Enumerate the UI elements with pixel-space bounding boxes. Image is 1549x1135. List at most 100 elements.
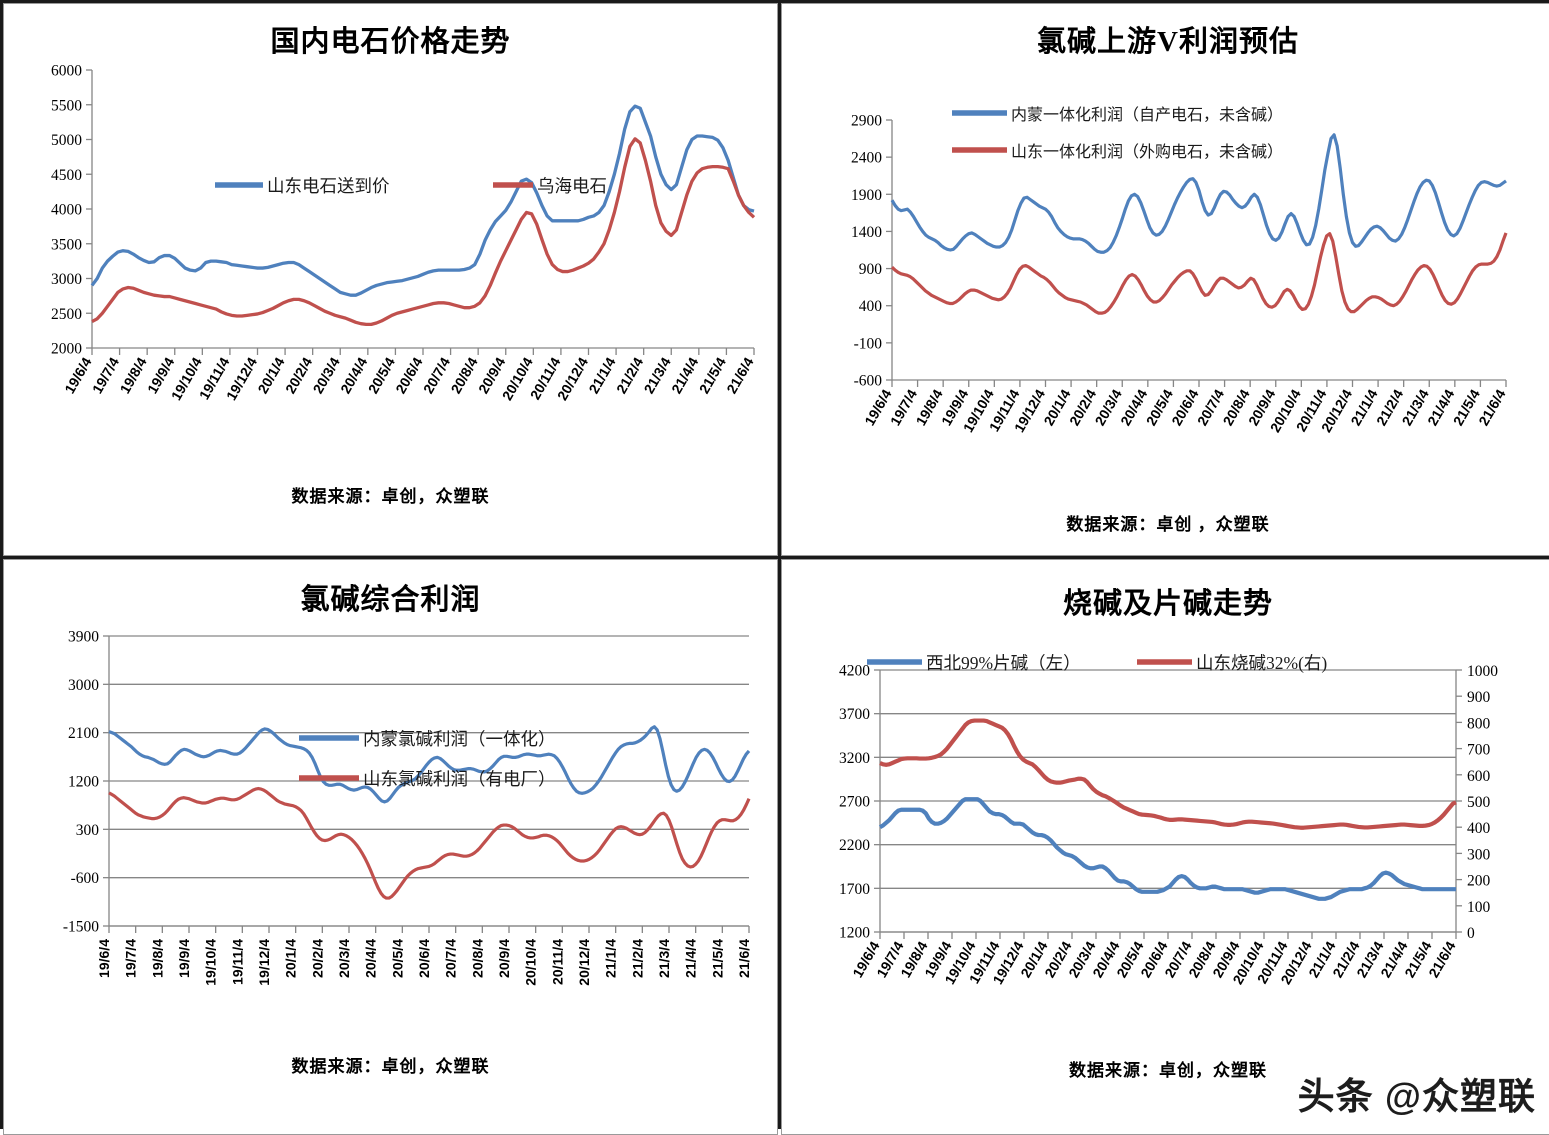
svg-text:21/2/4: 21/2/4: [613, 354, 646, 396]
panel4-plot: 1200 1700 2200 2700 3200 3700 4200 0 100 200 300 40…: [782, 622, 1549, 1052]
svg-text:20/6/4: 20/6/4: [416, 939, 432, 978]
svg-text:3200: 3200: [839, 750, 870, 767]
svg-text:19/11/4: 19/11/4: [229, 939, 245, 985]
svg-text:1000: 1000: [1467, 663, 1498, 680]
watermark: 头条 @众塑联: [1297, 1076, 1536, 1117]
panel-carbide-price: 国内电石价格走势 2000 2500 3000 3500 4000 4500 5000 550…: [3, 3, 778, 556]
svg-text:400: 400: [1467, 820, 1491, 837]
svg-text:20/4/4: 20/4/4: [363, 939, 379, 978]
svg-text:21/4/4: 21/4/4: [683, 939, 699, 978]
svg-text:3700: 3700: [839, 706, 870, 723]
svg-text:21/3/4: 21/3/4: [656, 939, 672, 978]
svg-text:2200: 2200: [839, 837, 870, 854]
svg-text:乌海电石: 乌海电石: [537, 176, 607, 196]
svg-text:900: 900: [1467, 689, 1491, 706]
svg-text:200: 200: [1467, 873, 1491, 890]
panel2-title: 氯碱上游V利润预估: [1037, 26, 1299, 58]
svg-text:20/3/4: 20/3/4: [310, 354, 343, 396]
panel3-source: 数据来源：卓创，众塑联: [291, 1057, 490, 1076]
svg-text:20/5/4: 20/5/4: [365, 354, 398, 396]
svg-text:3900: 3900: [68, 629, 99, 646]
svg-text:21/5/4: 21/5/4: [696, 354, 729, 396]
svg-text:2100: 2100: [68, 725, 99, 742]
svg-text:1900: 1900: [851, 187, 882, 204]
svg-text:21/6/4: 21/6/4: [1475, 386, 1508, 428]
svg-text:20/3/4: 20/3/4: [336, 939, 352, 978]
svg-text:4000: 4000: [51, 202, 82, 219]
svg-text:19/6/4: 19/6/4: [96, 939, 112, 978]
svg-text:2400: 2400: [851, 150, 882, 167]
svg-text:19/7/4: 19/7/4: [89, 354, 122, 396]
panel-upstream-profit: 氯碱上游V利润预估 -600 -100 400 900 1400 1900 2400 2900…: [781, 3, 1549, 556]
svg-text:西北99%片碱（左）: 西北99%片碱（左）: [926, 653, 1081, 673]
svg-text:6000: 6000: [51, 63, 82, 80]
svg-text:20/2/4: 20/2/4: [309, 939, 325, 978]
svg-text:500: 500: [1467, 794, 1491, 811]
svg-text:19/9/4: 19/9/4: [176, 939, 192, 978]
svg-text:20/11/4: 20/11/4: [549, 939, 565, 985]
svg-text:600: 600: [1467, 768, 1491, 785]
svg-text:21/6/4: 21/6/4: [736, 939, 752, 978]
svg-text:100: 100: [1467, 899, 1491, 916]
panel3-svg: -1500 -600 300 1200 2100 3000 3900 19/6/4 19/7/4…: [63, 629, 752, 986]
svg-text:20/4/4: 20/4/4: [337, 354, 370, 396]
svg-text:2000: 2000: [51, 341, 82, 358]
svg-text:800: 800: [1467, 715, 1491, 732]
svg-text:400: 400: [859, 298, 883, 315]
svg-text:20/7/4: 20/7/4: [443, 939, 459, 978]
svg-text:5000: 5000: [51, 132, 82, 149]
svg-text:1400: 1400: [851, 224, 882, 241]
svg-text:21/2/4: 21/2/4: [629, 939, 645, 978]
svg-text:21/6/4: 21/6/4: [723, 354, 756, 396]
svg-text:5500: 5500: [51, 97, 82, 114]
panel4-svg: 1200 1700 2200 2700 3200 3700 4200 0 100 200 300 40…: [839, 653, 1498, 987]
svg-text:-100: -100: [854, 335, 883, 352]
svg-text:1700: 1700: [839, 881, 870, 898]
svg-text:20/8/4: 20/8/4: [447, 354, 480, 396]
svg-text:-1500: -1500: [63, 919, 99, 936]
panel-chloralkali-profit: 氯碱综合利润 -1500 -600 300 1200 2100 3000 3900 19/6/…: [3, 559, 778, 1135]
svg-text:2700: 2700: [839, 794, 870, 811]
panel1-source: 数据来源：卓创，众塑联: [291, 487, 490, 506]
svg-text:山东烧碱32%(右): 山东烧碱32%(右): [1196, 653, 1327, 673]
svg-text:20/8/4: 20/8/4: [469, 939, 485, 978]
svg-text:-600: -600: [71, 870, 100, 887]
svg-text:4200: 4200: [839, 663, 870, 680]
svg-text:3000: 3000: [68, 677, 99, 694]
svg-text:内蒙氯碱利润（一体化）: 内蒙氯碱利润（一体化）: [363, 729, 556, 749]
svg-text:19/8/4: 19/8/4: [116, 354, 149, 396]
svg-text:19/6/4: 19/6/4: [61, 354, 94, 396]
svg-text:1200: 1200: [839, 925, 870, 942]
svg-text:21/4/4: 21/4/4: [668, 354, 701, 396]
svg-text:300: 300: [1467, 846, 1491, 863]
svg-text:山东电石送到价: 山东电石送到价: [267, 176, 390, 196]
svg-text:0: 0: [1467, 925, 1475, 942]
svg-text:20/10/4: 20/10/4: [523, 939, 539, 986]
svg-text:2500: 2500: [51, 306, 82, 323]
svg-text:3000: 3000: [51, 271, 82, 288]
panel4-source: 数据来源：卓创，众塑联: [1069, 1061, 1267, 1080]
panel1-plot: 2000 2500 3000 3500 4000 4500 5000 5500 6000 19/6…: [4, 60, 777, 480]
panel3-plot: -1500 -600 300 1200 2100 3000 3900 19/6/4 19/7/4…: [4, 618, 777, 1048]
svg-text:3500: 3500: [51, 236, 82, 253]
svg-text:19/8/4: 19/8/4: [149, 939, 165, 978]
svg-text:19/12/4: 19/12/4: [256, 939, 272, 986]
svg-text:19/10/4: 19/10/4: [203, 939, 219, 986]
svg-text:21/1/4: 21/1/4: [585, 354, 618, 396]
panel1-svg: 2000 2500 3000 3500 4000 4500 5000 5500 6000 19/6…: [51, 63, 757, 403]
svg-text:20/12/4: 20/12/4: [576, 939, 592, 986]
svg-text:1200: 1200: [68, 774, 99, 791]
svg-text:20/2/4: 20/2/4: [282, 354, 315, 396]
panel2-svg: -600-100400900140019002400290019/6/419/7…: [851, 106, 1509, 435]
svg-text:内蒙一体化利润（自产电石，未含碱）: 内蒙一体化利润（自产电石，未含碱）: [1011, 106, 1283, 124]
panel3-title: 氯碱综合利润: [300, 584, 481, 616]
panel2-source: 数据来源：卓创 ，众塑联: [1066, 515, 1270, 534]
svg-text:20/7/4: 20/7/4: [420, 354, 453, 396]
svg-text:21/5/4: 21/5/4: [709, 939, 725, 978]
svg-text:-600: -600: [854, 373, 883, 390]
svg-text:4500: 4500: [51, 167, 82, 184]
svg-text:21/3/4: 21/3/4: [641, 354, 674, 396]
svg-text:20/5/4: 20/5/4: [389, 939, 405, 978]
svg-text:300: 300: [76, 822, 100, 839]
